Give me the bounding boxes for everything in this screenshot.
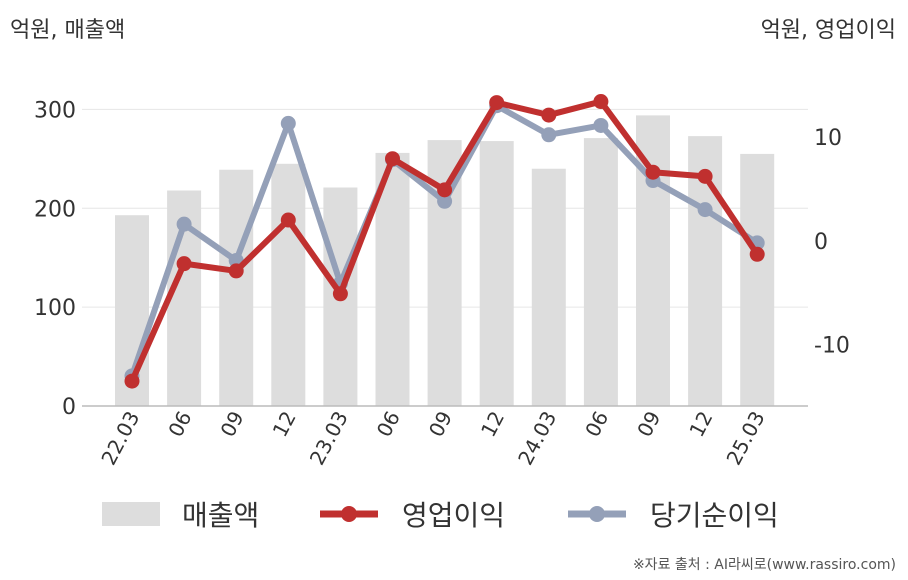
right-tick-label: -10: [814, 334, 850, 359]
x-tick-label: 12: [268, 407, 301, 441]
bar-revenue: [531, 168, 566, 406]
x-tick-label: 12: [476, 407, 509, 441]
legend: 매출액 영업이익 당기순이익: [0, 492, 908, 536]
point-net-profit: [176, 216, 192, 232]
point-operating-profit: [385, 151, 400, 167]
left-tick-label: 200: [34, 197, 76, 222]
bar-revenue: [271, 163, 306, 406]
point-net-profit: [437, 193, 453, 209]
x-tick-label: 06: [372, 407, 405, 441]
left-tick-label: 0: [62, 395, 76, 420]
x-tick-label: 09: [632, 407, 665, 441]
point-operating-profit: [697, 168, 713, 184]
legend-swatch-operating-profit: [320, 506, 378, 522]
x-tick-label: 25.03: [722, 407, 770, 469]
x-tick-label: 06: [580, 407, 613, 441]
point-operating-profit: [124, 373, 140, 389]
point-operating-profit: [593, 94, 609, 110]
bar-revenue: [740, 153, 775, 406]
x-tick-label: 09: [424, 407, 457, 441]
point-operating-profit: [332, 286, 348, 302]
legend-item-operating-profit: 영업이익: [318, 492, 505, 536]
point-net-profit: [593, 117, 609, 133]
source-note: ※자료 출처 : AI라씨로(www.rassiro.com): [632, 557, 896, 573]
point-operating-profit: [280, 212, 296, 228]
point-net-profit: [541, 127, 557, 143]
x-tick-label: 23.03: [305, 407, 353, 469]
bar-revenue: [219, 169, 254, 406]
point-operating-profit: [489, 95, 505, 111]
point-net-profit: [697, 202, 713, 218]
point-operating-profit: [228, 263, 244, 279]
left-axis-unit: 억원, 매출액: [10, 18, 126, 43]
point-operating-profit: [437, 182, 453, 198]
x-tick-label: 24.03: [513, 407, 561, 469]
point-operating-profit: [541, 107, 557, 123]
legend-item-revenue: 매출액: [102, 492, 259, 536]
point-operating-profit: [645, 164, 661, 180]
legend-swatch-revenue: [102, 502, 160, 526]
left-tick-label: 300: [34, 98, 76, 123]
legend-label-revenue: 매출액: [182, 499, 260, 532]
x-tick-label: 09: [215, 407, 248, 441]
x-tick-label: 06: [163, 407, 196, 441]
bar-revenue: [583, 138, 618, 406]
legend-label-operating-profit: 영업이익: [402, 499, 506, 532]
legend-swatch-net-profit: [568, 506, 626, 522]
left-tick-label: 100: [34, 296, 76, 321]
legend-label-net-profit: 당기순이익: [650, 499, 779, 532]
x-tick-label: 22.03: [96, 407, 144, 469]
point-operating-profit: [176, 256, 192, 272]
right-tick-label: 10: [814, 126, 842, 151]
right-axis-unit: 억원, 영업이익: [760, 18, 896, 43]
point-net-profit: [280, 115, 296, 131]
right-tick-label: 0: [814, 230, 828, 255]
bar-revenue: [636, 115, 670, 407]
x-tick-label: 12: [684, 407, 717, 441]
bar-revenue: [479, 141, 514, 406]
legend-item-net-profit: 당기순이익: [566, 492, 779, 536]
point-operating-profit: [749, 246, 765, 262]
